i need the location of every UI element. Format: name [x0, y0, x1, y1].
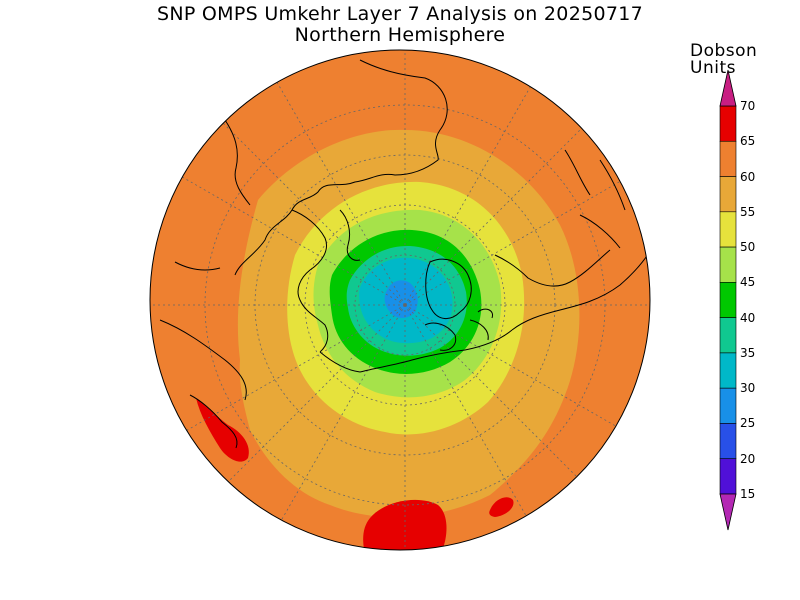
colorbar-under-arrow — [719, 493, 737, 531]
contour-65-70-southeast — [489, 497, 514, 517]
colorbar-segment — [719, 246, 737, 283]
colorbar-over-arrow — [719, 69, 737, 107]
colorbar-segment — [719, 282, 737, 318]
colorbar-tick-label: 70 — [740, 99, 756, 113]
contour-25-30 — [384, 280, 418, 318]
colorbar-tick-label: 40 — [740, 310, 756, 325]
colorbar-tick-label: 55 — [740, 204, 756, 219]
map-boundary — [149, 49, 651, 551]
colorbar-tick-label: 50 — [740, 240, 756, 255]
colorbar-segment — [719, 140, 737, 177]
contour-65-70-south — [363, 499, 447, 550]
colorbar-tick-label: 15 — [740, 487, 756, 501]
colorbar-tick-label: 45 — [740, 275, 756, 290]
colorbar-unit-line2: Units — [690, 58, 736, 78]
colorbar-segment — [719, 211, 737, 248]
colorbar-tick-label: 65 — [740, 134, 756, 149]
colorbar-segment — [719, 423, 737, 460]
colorbar-segment — [719, 458, 737, 495]
colorbar-segment — [719, 317, 737, 354]
colorbar-tick-label: 35 — [740, 345, 756, 360]
colorbar-segment — [719, 105, 737, 142]
map-subtitle: Northern Hemisphere — [294, 24, 506, 46]
colorbar-segment — [719, 352, 737, 389]
contour-65-70-west — [196, 398, 249, 462]
colorbar-tick-label: 30 — [740, 381, 756, 396]
colorbar-tick-label: 20 — [740, 451, 756, 466]
colorbar-tick-label: 60 — [740, 169, 756, 184]
colorbar-segment — [719, 387, 737, 424]
map-title: SNP OMPS Umkehr Layer 7 Analysis on 2025… — [156, 3, 644, 25]
colorbar-segment — [719, 176, 737, 213]
graticule — [150, 50, 650, 550]
coastlines — [159, 59, 650, 449]
colorbar-tick-label: 25 — [740, 416, 756, 431]
colorbar-unit-line1: Dobson — [690, 41, 758, 61]
